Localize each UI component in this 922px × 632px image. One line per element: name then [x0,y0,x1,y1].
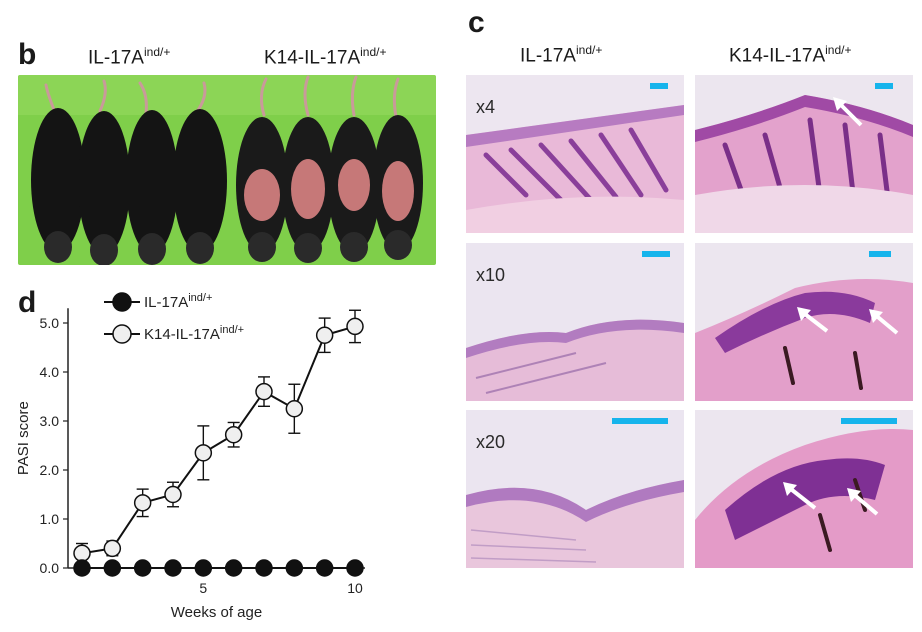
y-tick-label: 1.0 [40,511,60,527]
data-point [315,326,334,344]
arrow-icon [833,97,863,127]
y-tick-label: 3.0 [40,413,60,429]
histology-control-x10: x10 [466,243,684,401]
magnification-label: x4 [476,97,496,117]
panel-b-group2-label: K14-IL-17Aind/+ [264,45,387,69]
scale-bar [642,251,670,257]
y-tick-label: 2.0 [40,462,60,478]
scale-bar [875,83,893,89]
y-axis-label: PASI score [15,401,32,475]
data-point [255,559,273,577]
legend-label-sup: ind/+ [220,324,244,336]
x-axis-label: Weeks of age [171,604,262,621]
x-tick-label: 5 [199,580,207,596]
series-line [81,325,356,555]
data-point [285,559,304,577]
data-point [164,559,182,577]
data-point [346,559,364,577]
mice-photograph [18,75,436,265]
legend-label-sup: ind/+ [188,292,212,304]
magnification-label: x20 [476,432,506,452]
data-point [164,485,182,504]
x-tick-label: 10 [347,580,363,596]
arrow-icon [797,307,829,333]
data-point [315,559,334,577]
data-point [103,559,122,577]
arrow-icon [847,488,879,516]
legend-marker [112,292,132,312]
legend-label: K14-IL-17Aind/+ [144,324,244,343]
y-tick-label: 0.0 [40,560,60,576]
data-point [194,444,213,462]
data-point [224,559,243,577]
panel-d-letter: d [18,286,37,319]
arrow-icon [869,309,899,335]
pasi-score-chart: 0.0 1.0 2.0 3.0 4.0 5.0 5 10 Weeks of age PASI sc… [15,292,365,621]
scale-bar [869,251,891,257]
scale-bar [612,418,668,424]
arrow-icon [783,482,817,510]
data-point [224,425,243,444]
y-tick-label: 5.0 [40,315,60,331]
panel-b-letter: b [18,38,37,71]
data-point [73,544,91,563]
legend-label: IL-17Aind/+ [144,292,212,311]
data-point [255,382,273,401]
histology-control-x4: x4 [466,75,684,233]
data-point [194,559,213,577]
data-point [73,559,91,577]
histology-transgenic-x10 [695,243,913,401]
scale-bar [650,83,668,89]
histology-transgenic-x4 [695,75,913,233]
y-tick-label: 4.0 [40,364,60,380]
scale-bar [841,418,897,424]
panel-b-group1-label: IL-17Aind/+ [88,45,171,69]
data-point [133,559,152,577]
data-point [133,494,152,512]
histology-control-x20: x20 [466,410,684,568]
legend-marker [112,324,132,344]
data-point [103,539,122,558]
magnification-label: x10 [476,265,506,285]
data-point [346,317,364,336]
data-point [285,400,304,418]
panel-c-col1-label: IL-17Aind/+ [520,43,603,67]
panel-c-letter: c [468,6,485,39]
histology-transgenic-x20 [695,410,913,568]
panel-c-col2-label: K14-IL-17Aind/+ [729,43,852,67]
